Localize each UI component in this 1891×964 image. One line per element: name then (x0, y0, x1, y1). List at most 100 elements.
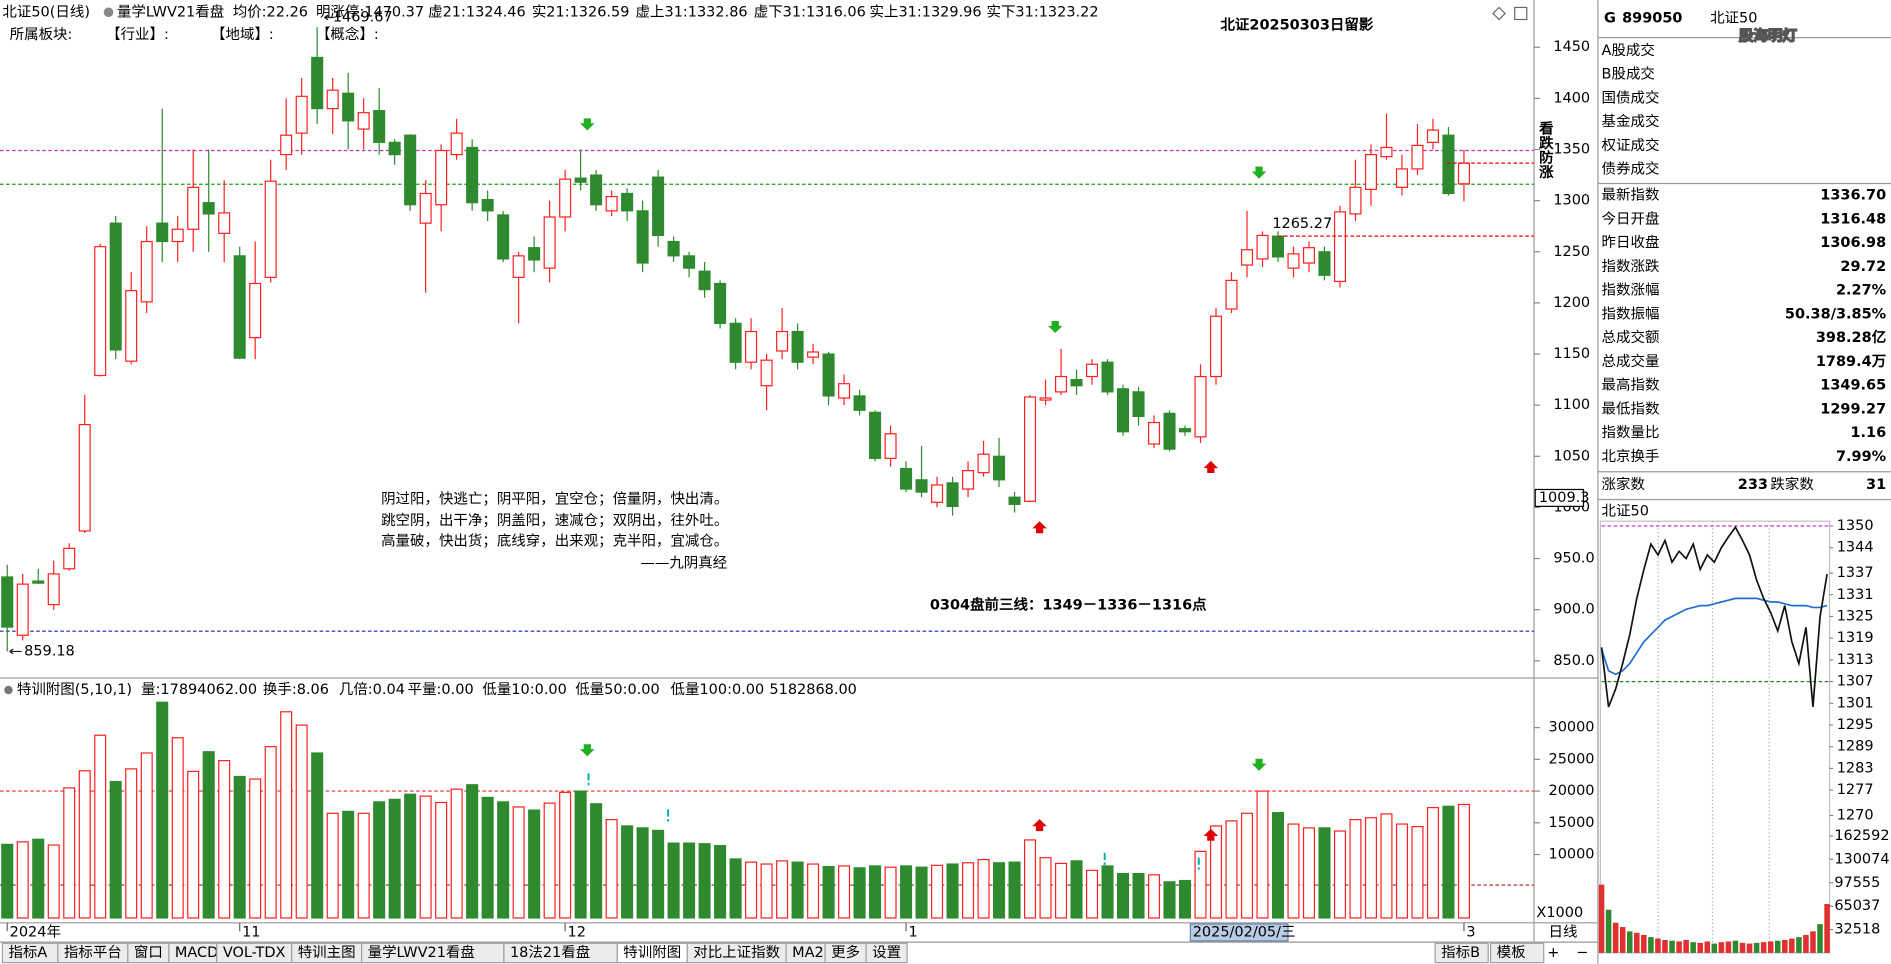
sell-signal (580, 744, 595, 757)
volume-bar (1349, 819, 1362, 919)
candle-body (497, 214, 510, 260)
y-tick-label: 15000 (1548, 815, 1594, 831)
volume-bar (1147, 874, 1161, 919)
tab[interactable] (1490, 942, 1545, 964)
turnover-item[interactable]: 债券成交 (1602, 160, 1660, 178)
volume-bar (698, 843, 711, 919)
turnover-item[interactable]: 权证成交 (1602, 136, 1660, 154)
volume-bar (326, 812, 339, 919)
y-tick-label: 1100 (1553, 397, 1590, 413)
watermark: 股海明灯 (1739, 26, 1797, 44)
candle-body (574, 177, 587, 183)
candle-body (652, 176, 665, 237)
y-tick-label: 1289 (1837, 739, 1874, 755)
candle-body (1209, 315, 1223, 378)
y2-tick-label: 65037 (1834, 898, 1880, 914)
candle-body (977, 453, 990, 474)
tab-label[interactable]: 设置 (872, 944, 901, 961)
turnover-item[interactable]: B股成交 (1602, 65, 1655, 83)
turnover-item[interactable]: 国债成交 (1602, 88, 1660, 106)
candle-body (218, 212, 231, 234)
breadth-label: 跌家数 (1770, 476, 1814, 493)
y-tick-label: 20000 (1548, 783, 1594, 799)
tab-label[interactable]: 对比上证指数 (693, 944, 780, 961)
turnover-item[interactable]: A股成交 (1602, 41, 1655, 59)
tab-label[interactable]: 窗口 (134, 943, 163, 961)
volume-bar (1008, 861, 1021, 919)
candle-body (63, 547, 76, 570)
info-label: 今日开盘 (1602, 209, 1660, 227)
volume-bar (357, 812, 370, 919)
candle-body (683, 255, 696, 269)
candle-body (1024, 396, 1037, 502)
y-tick-label: 1319 (1837, 630, 1874, 646)
tab-label[interactable]: 量学LWV21看盘 (368, 943, 475, 961)
volume-bar (1085, 869, 1099, 919)
period-label[interactable]: 日线 (1548, 923, 1577, 940)
candle-body (636, 210, 649, 264)
note-text: 高量破，快出货；底线穿，出来观；克半阳，宜减仓。 (381, 533, 728, 550)
turnover-item[interactable]: 基金成交 (1602, 112, 1660, 130)
date-label: 2025/02/05/三 (1193, 924, 1296, 940)
tab-label[interactable]: MACD (175, 945, 218, 961)
candle-body (1008, 496, 1021, 505)
volume-bar (1240, 812, 1254, 919)
mini-volume-bar (1711, 943, 1718, 953)
zoom-button[interactable]: + (1547, 945, 1559, 961)
candle-body (357, 112, 370, 130)
tab-label[interactable]: 模板 (1497, 943, 1526, 961)
volume-bar (760, 863, 773, 919)
candle-body (667, 240, 680, 257)
volume-bar (218, 760, 231, 919)
volume-legend: 5182868.00 (769, 682, 856, 698)
candle-body (621, 192, 634, 212)
candle-body (776, 330, 789, 352)
mini-volume-bar (1626, 931, 1633, 953)
candle-body (373, 110, 386, 143)
tab-label[interactable]: 指标A (8, 944, 47, 961)
tab[interactable] (1434, 942, 1489, 964)
info-value: 1316.48 (1820, 211, 1886, 227)
y-tick-label: 1337 (1837, 565, 1874, 581)
volume-bar (32, 838, 45, 919)
tab-label[interactable]: 指标平台 (64, 944, 122, 961)
y-tick-label: 1450 (1553, 39, 1590, 55)
volume-bar (1302, 827, 1316, 919)
candle-body (1442, 134, 1455, 195)
volume-bar (450, 788, 463, 919)
zoom-button[interactable]: − (1576, 945, 1588, 961)
sector-label: 【地域】: (211, 26, 274, 43)
tab-label[interactable]: 特训主图 (298, 944, 356, 961)
volume-bar (1380, 813, 1393, 919)
tab-label[interactable]: MA2 (792, 945, 824, 961)
mini-volume-bar (1817, 924, 1823, 953)
candle-body (1426, 129, 1439, 143)
candle-body (915, 479, 928, 493)
volume-bar (807, 863, 820, 919)
header-item: 明涨停:1470.37 (316, 3, 424, 20)
sell-signal (580, 118, 595, 131)
header-item: 实下31:1323.22 (987, 3, 1099, 20)
volume-bar (1116, 872, 1130, 919)
volume-bar (667, 842, 680, 919)
info-value: 1336.70 (1820, 188, 1886, 204)
volume-bar (295, 724, 308, 919)
tab[interactable] (865, 942, 908, 964)
volume-bar (47, 844, 60, 919)
volume-bar (466, 784, 479, 919)
volume-bar (1, 843, 14, 919)
candle-body (1085, 363, 1099, 378)
tab-label[interactable]: 18法21看盘 (510, 943, 590, 961)
y-tick-label: 1325 (1837, 608, 1874, 624)
tab-label[interactable]: 更多 (831, 944, 860, 961)
volume-bar (791, 861, 804, 919)
tab-label[interactable]: 指标B (1441, 944, 1480, 961)
volume-bar (1442, 805, 1455, 919)
y-tick-label: 1344 (1837, 540, 1874, 556)
info-value: 7.99% (1836, 449, 1887, 465)
high-arrow (324, 14, 335, 21)
tab-label[interactable]: VOL-TDX (223, 945, 286, 961)
candle-body (1240, 249, 1254, 266)
volume-bar (822, 865, 835, 919)
tab-label[interactable]: 特训附图 (623, 944, 681, 961)
